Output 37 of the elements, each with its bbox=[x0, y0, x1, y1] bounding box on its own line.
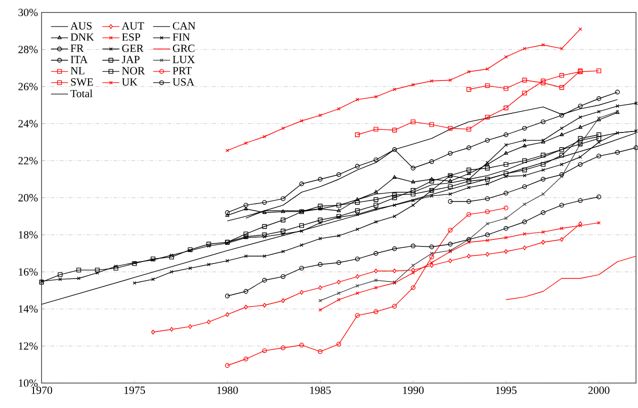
y-tick-label: 28% bbox=[18, 46, 38, 54]
legend-label: GRC bbox=[172, 44, 194, 52]
x-tick-label: 1995 bbox=[496, 386, 517, 394]
legend-label: USA bbox=[172, 78, 194, 86]
x-tick-label: 2000 bbox=[588, 386, 610, 394]
legend-label: GER bbox=[122, 44, 144, 52]
y-tick-label: 20% bbox=[18, 194, 38, 202]
x-tick-label: 1975 bbox=[124, 386, 145, 394]
y-tick-label: 10% bbox=[18, 380, 38, 387]
y-tick-label: 22% bbox=[18, 157, 38, 165]
y-tick-label: 12% bbox=[18, 342, 38, 350]
legend-label: Total bbox=[70, 90, 93, 98]
legend-label: FIN bbox=[172, 34, 190, 41]
y-tick-label: 16% bbox=[18, 268, 38, 276]
legend-label: ITA bbox=[70, 56, 88, 64]
x-tick-label: 1970 bbox=[32, 386, 52, 394]
legend-label: NOR bbox=[122, 67, 145, 75]
legend-label: SWE bbox=[71, 78, 93, 86]
legend-label: PRT bbox=[172, 67, 192, 74]
y-tick-label: 26% bbox=[18, 83, 38, 90]
y-tick-label: 14% bbox=[18, 305, 38, 313]
x-tick-label: 1980 bbox=[217, 386, 238, 394]
legend-label: CAN bbox=[172, 22, 196, 30]
legend-label: NL bbox=[70, 67, 84, 74]
y-tick-label: 30% bbox=[18, 8, 38, 16]
x-tick-label: 1990 bbox=[403, 386, 424, 394]
legend-label: LUX bbox=[172, 56, 195, 64]
legend-label: UK bbox=[122, 78, 138, 86]
legend-label: JAP bbox=[122, 56, 140, 64]
x-tick-label: 1985 bbox=[310, 386, 331, 394]
legend-label: DNK bbox=[70, 34, 94, 41]
y-tick-label: 24% bbox=[18, 120, 38, 128]
legend-label: AUT bbox=[122, 22, 144, 30]
legend-label: FR bbox=[70, 44, 84, 52]
legend-label: AUS bbox=[70, 22, 92, 30]
legend-label: ESP bbox=[122, 34, 140, 41]
y-tick-label: 18% bbox=[18, 231, 38, 239]
